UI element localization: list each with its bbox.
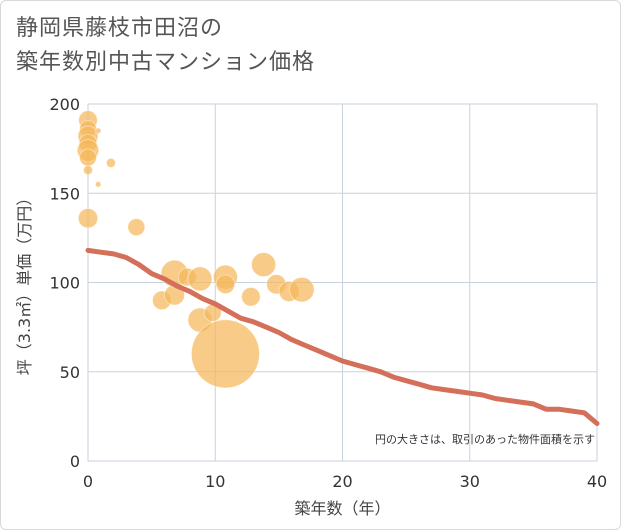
bubble-point	[215, 274, 236, 294]
bubble-point	[187, 266, 213, 292]
y-tick-label: 0	[70, 452, 80, 471]
bubble-point	[241, 287, 261, 307]
tick-labels: 0 10 20 30 40 0 50 100 150 200	[49, 95, 607, 491]
bubble-point	[191, 319, 260, 389]
chart-title-line-2: 築年数別中古マンション価格	[16, 50, 316, 75]
x-tick-label: 10	[205, 472, 225, 491]
x-tick-label: 20	[332, 472, 352, 491]
bubble-point	[83, 165, 93, 176]
y-tick-label: 200	[49, 95, 80, 114]
y-axis-label: 坪（3.3㎡）単価（万円）	[15, 190, 34, 375]
bubble-point	[289, 276, 315, 303]
trend-line	[85, 247, 600, 426]
trend-series	[85, 247, 600, 426]
chart-title: 静岡県藤枝市田沼の 築年数別中古マンション価格	[16, 12, 315, 80]
bubble-point	[77, 208, 99, 229]
bubble-point	[127, 218, 146, 237]
x-tick-label: 40	[587, 472, 607, 491]
x-axis-label: 築年数（年）	[294, 499, 390, 518]
bubble-point	[251, 252, 277, 278]
bubble-series	[76, 110, 315, 389]
bubble-point	[79, 148, 97, 167]
y-tick-label: 150	[49, 184, 80, 203]
bubble-point	[105, 157, 116, 168]
bubble-point	[94, 181, 102, 188]
chart-title-line-1: 静岡県藤枝市田沼の	[16, 16, 224, 41]
plot-frame	[87, 103, 598, 462]
x-tick-label: 30	[460, 472, 480, 491]
x-tick-label: 0	[83, 472, 93, 491]
y-tick-label: 50	[60, 363, 80, 382]
bubble-point	[94, 127, 102, 134]
size-note: 円の大きさは、取引のあった物件面積を示す	[375, 432, 595, 446]
y-tick-label: 100	[49, 274, 80, 293]
